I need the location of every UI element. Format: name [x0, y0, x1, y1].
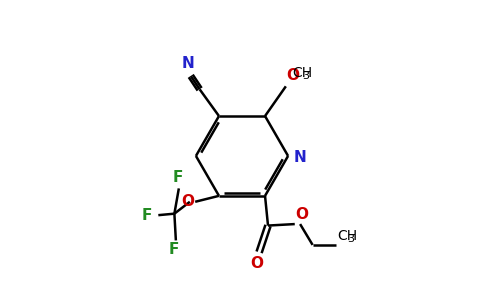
Text: N: N: [182, 56, 194, 70]
Text: O: O: [182, 194, 194, 209]
Text: F: F: [173, 170, 183, 185]
Text: O: O: [296, 207, 309, 222]
Text: O: O: [250, 256, 263, 271]
Text: F: F: [142, 208, 152, 223]
Text: CH: CH: [337, 229, 357, 242]
Text: O: O: [287, 68, 300, 83]
Text: CH: CH: [292, 66, 312, 80]
Text: 3: 3: [348, 234, 355, 244]
Text: 3: 3: [302, 71, 309, 81]
Text: F: F: [168, 242, 179, 257]
Text: N: N: [293, 150, 306, 165]
